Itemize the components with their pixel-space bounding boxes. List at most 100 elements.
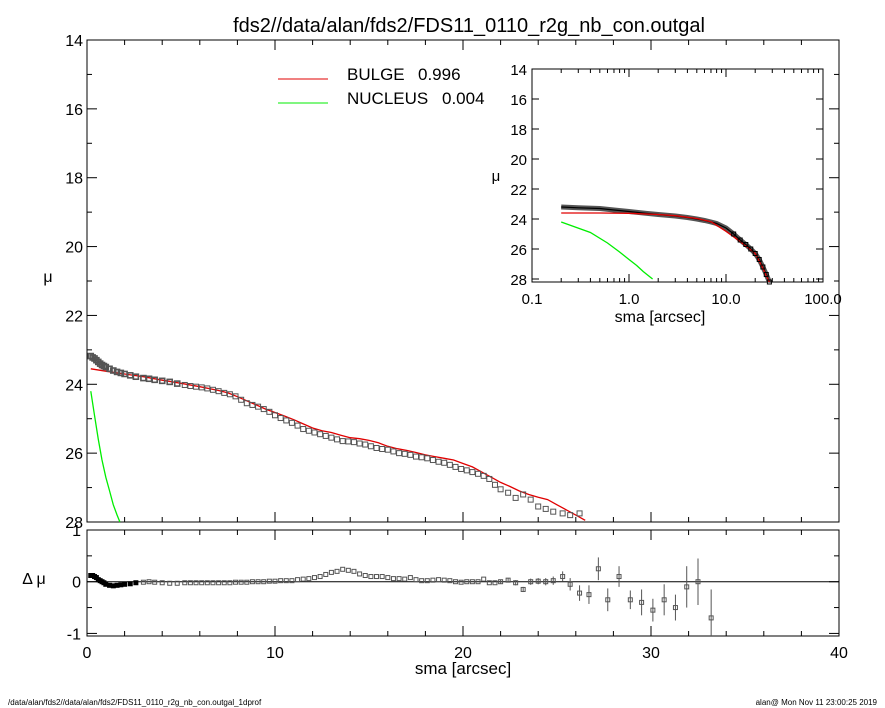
main-data-point — [193, 383, 200, 390]
main-data-point — [277, 415, 284, 422]
bulge-model-line — [90, 368, 586, 521]
inset-y-tick-label: 18 — [510, 122, 527, 139]
residual-point — [174, 580, 180, 586]
residual-point — [328, 569, 334, 575]
inset-data-point — [752, 251, 758, 256]
main-data-point — [475, 470, 482, 477]
residual-point — [684, 584, 690, 590]
residual-point — [323, 571, 329, 577]
residual-point — [567, 581, 573, 587]
main-data-point — [272, 412, 278, 419]
main-data-point — [512, 494, 519, 501]
residual-point — [210, 580, 216, 586]
residual-point — [244, 579, 250, 585]
residual-point — [543, 579, 549, 585]
residual-y-tick-label: -1 — [67, 626, 81, 643]
main-y-tick-label: 16 — [65, 102, 83, 119]
residual-point — [672, 605, 678, 611]
legend-nucleus-value: 0.004 — [442, 89, 485, 108]
inset-data-point — [756, 257, 762, 262]
residual-point — [283, 578, 289, 584]
main-data-point — [390, 448, 397, 455]
main-data-point — [520, 491, 527, 498]
inset-nucleus-line — [560, 221, 654, 280]
main-data-point — [328, 434, 335, 441]
inset-data-point — [731, 231, 737, 237]
legend-nucleus-label: NUCLEUS — [347, 89, 428, 108]
residual-point — [464, 579, 470, 585]
x-tick-label: 40 — [830, 645, 848, 662]
main-data-point — [413, 453, 419, 460]
main-data-point — [145, 375, 153, 383]
residual-point — [513, 580, 519, 586]
main-data-point — [266, 408, 273, 415]
residual-point — [351, 568, 357, 574]
x-axis-label: sma [arcsec] — [415, 659, 511, 678]
main-y-tick-label: 28 — [65, 515, 83, 532]
main-y-axis: 14 16 18 20 22 24 26 28 — [65, 33, 839, 532]
main-data-point — [424, 455, 431, 462]
residual-point — [595, 566, 601, 572]
main-data-point — [215, 388, 222, 395]
residual-point — [379, 574, 385, 580]
main-data-point — [187, 383, 194, 390]
main-data-point — [204, 385, 211, 392]
main-data-point — [311, 429, 318, 436]
main-data-point — [283, 417, 290, 424]
residual-point — [345, 567, 351, 573]
main-data-point — [401, 450, 408, 457]
inset-bulge-line — [561, 212, 770, 283]
x-tick-label: 10 — [266, 645, 284, 662]
main-y-axis-label: μ — [43, 269, 52, 286]
inset-data-point — [737, 237, 743, 243]
inset-x-tick-label: 0.1 — [522, 291, 543, 308]
legend-bulge-label: BULGE — [347, 65, 405, 84]
residual-point — [605, 597, 611, 603]
residual-point — [204, 580, 210, 586]
residual-point — [447, 578, 453, 584]
residual-point — [430, 577, 436, 583]
residual-point — [187, 580, 193, 586]
main-data-point — [384, 446, 391, 453]
main-data-points — [87, 352, 583, 519]
main-data-point — [294, 422, 301, 429]
main-data-point — [243, 400, 250, 407]
residual-data-points — [88, 557, 714, 636]
inset-y-axis: 14 16 18 20 22 24 26 28 — [510, 62, 823, 289]
residual-point — [261, 579, 267, 585]
main-data-point — [334, 436, 341, 443]
main-data-point — [373, 444, 380, 451]
main-data-point — [166, 378, 174, 386]
residual-y-tick-label: 1 — [72, 523, 81, 540]
residual-y-axis-label: Δ μ — [22, 571, 45, 588]
main-data-point — [418, 454, 425, 461]
main-data-point — [158, 377, 166, 385]
residual-point — [498, 579, 504, 585]
residual-point — [650, 607, 656, 613]
main-data-point — [339, 438, 346, 445]
main-data-point — [463, 467, 470, 474]
inset-x-tick-label: 10.0 — [711, 291, 740, 308]
main-data-point — [362, 441, 369, 448]
main-y-tick-label: 20 — [65, 240, 83, 257]
main-y-tick-label: 26 — [65, 446, 83, 463]
main-data-point — [486, 475, 493, 482]
main-data-point — [452, 463, 459, 470]
inset-y-axis-label: μ — [492, 168, 501, 185]
residual-point — [390, 576, 396, 582]
residual-point — [577, 590, 583, 596]
residual-point — [317, 574, 323, 580]
residual-point — [362, 573, 368, 579]
residual-point — [311, 575, 317, 581]
residual-point — [255, 579, 261, 585]
main-y-tick-label: 18 — [65, 171, 83, 188]
nucleus-model-line — [90, 391, 121, 523]
x-tick-label: 0 — [83, 645, 92, 662]
residual-point — [374, 574, 380, 580]
x-tick-label: 20 — [454, 645, 472, 662]
main-data-point — [576, 510, 583, 517]
residual-point — [159, 580, 165, 586]
residual-point — [300, 576, 306, 582]
inset-x-axis: 0.1 1.0 10.0 100.0 — [522, 69, 842, 308]
main-data-point — [435, 458, 442, 465]
